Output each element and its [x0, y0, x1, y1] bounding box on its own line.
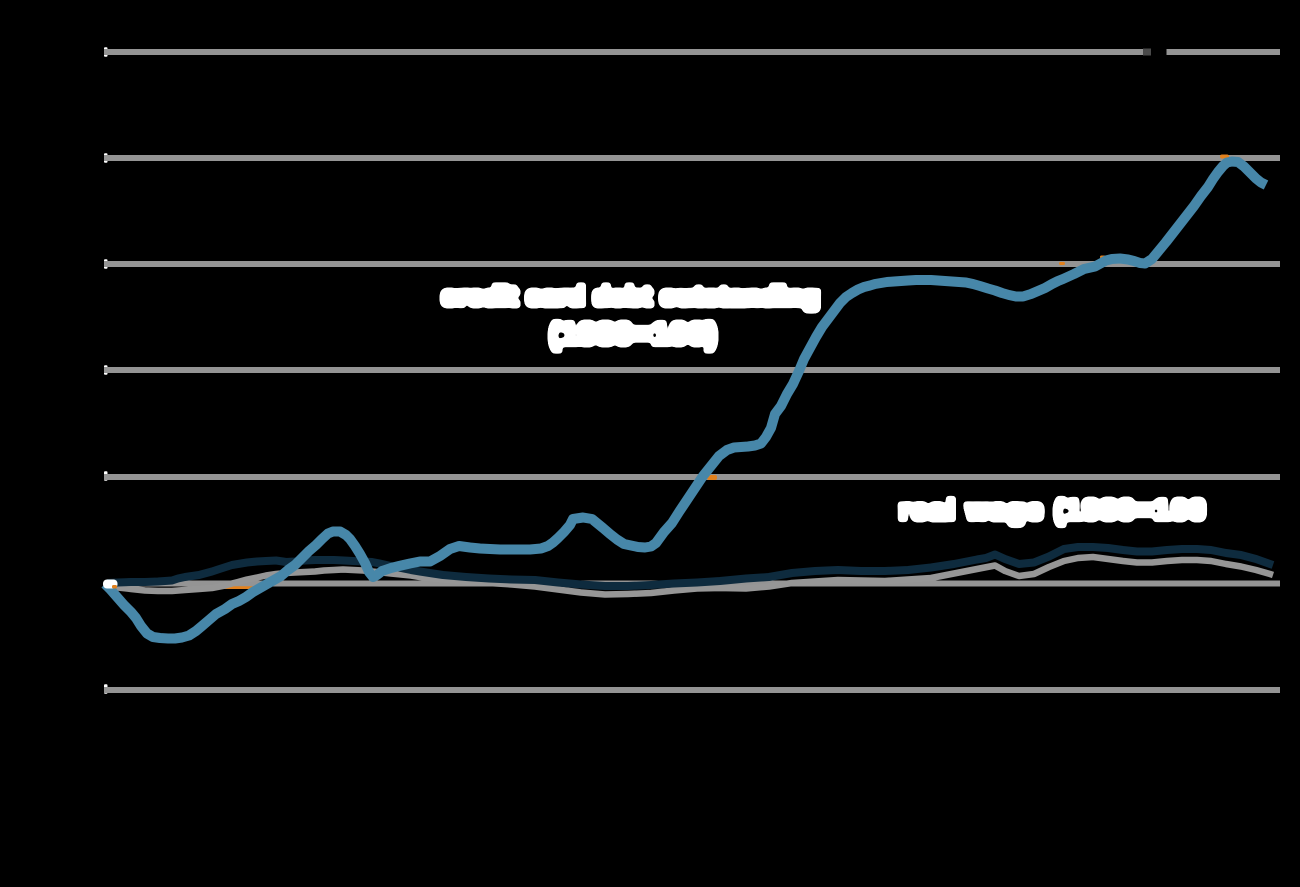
svg-text:credit card debt outstanding: credit card debt outstanding: [442, 281, 821, 311]
svg-text:real wage (1980=100: real wage (1980=100: [899, 494, 1207, 525]
svg-text:(1980=100): (1980=100): [549, 316, 717, 351]
